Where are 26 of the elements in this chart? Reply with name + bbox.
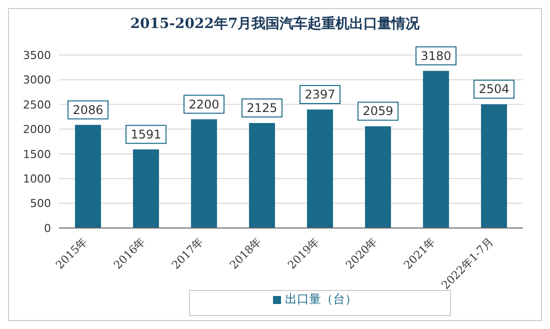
data-label: 2125 xyxy=(246,100,278,115)
data-label: 2200 xyxy=(188,97,220,112)
bar xyxy=(423,70,449,228)
data-label: 1591 xyxy=(130,127,162,142)
bar xyxy=(133,149,159,228)
data-label: 2397 xyxy=(304,88,336,102)
bar xyxy=(191,119,217,228)
bar xyxy=(481,104,507,228)
y-tick-label: 0 xyxy=(44,222,51,235)
y-tick-label: 1500 xyxy=(23,148,51,161)
chart-title: 2015-2022年7月我国汽车起重机出口量情况 xyxy=(129,15,421,34)
y-tick-label: 1000 xyxy=(23,172,51,186)
y-tick-label: 500 xyxy=(30,197,51,210)
data-label: 3180 xyxy=(420,48,452,63)
y-tick-label: 2500 xyxy=(23,98,51,112)
data-label: 2504 xyxy=(478,82,510,96)
y-tick-label: 3000 xyxy=(23,74,51,87)
data-label: 2086 xyxy=(72,102,104,117)
bar xyxy=(75,124,101,228)
data-label: 2059 xyxy=(362,104,394,118)
y-tick-label: 3500 xyxy=(23,48,51,62)
bar xyxy=(365,126,391,228)
legend-label: 出口量（台） xyxy=(285,292,357,306)
bar xyxy=(307,110,333,228)
y-tick-label: 2000 xyxy=(23,123,51,136)
bar xyxy=(249,122,275,228)
